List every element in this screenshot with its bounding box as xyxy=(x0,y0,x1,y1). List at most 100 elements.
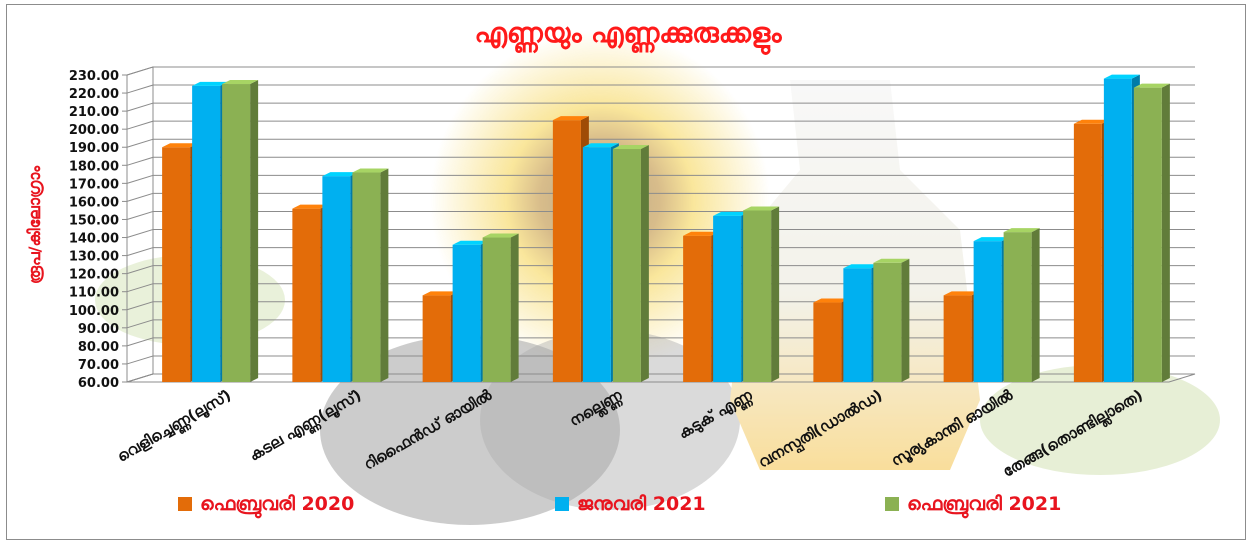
legend-swatch-0 xyxy=(178,497,192,511)
bar-top xyxy=(452,240,489,245)
bar-6-2 xyxy=(1003,228,1040,382)
bar-front xyxy=(352,172,381,382)
bar-top xyxy=(482,233,519,238)
legend-label-0: ഫെബ്രുവരി 2020 xyxy=(200,493,354,519)
bar-side xyxy=(250,80,259,382)
gridline xyxy=(126,84,1195,94)
bar-top xyxy=(422,291,459,296)
bar-side xyxy=(771,206,780,382)
bar-front xyxy=(162,147,191,382)
bar-front xyxy=(422,295,451,382)
bar-top xyxy=(352,168,389,173)
bar-4-2 xyxy=(743,206,780,382)
legend-label-1: ജനുവരി 2021 xyxy=(577,493,706,515)
y-tick-label: 80.00 xyxy=(78,340,119,355)
bar-front xyxy=(482,237,511,382)
y-tick-label: 70.00 xyxy=(78,358,119,373)
bar-front xyxy=(1133,87,1162,382)
y-tick-label: 180.00 xyxy=(69,159,119,174)
y-tick-label: 230.00 xyxy=(69,69,119,84)
bar-3-2 xyxy=(612,145,649,382)
bar-front xyxy=(1073,123,1102,383)
bar-front xyxy=(683,235,712,382)
bar-front xyxy=(1103,78,1132,383)
y-tick-label: 200.00 xyxy=(69,123,119,138)
bar-top xyxy=(813,298,850,303)
bar-2-2 xyxy=(482,233,519,382)
bar-5-0 xyxy=(813,298,850,382)
bar-side xyxy=(1161,83,1170,382)
gridline xyxy=(126,102,1195,112)
legend-swatch-1 xyxy=(555,497,569,511)
bar-front xyxy=(713,215,742,382)
gridline xyxy=(126,66,1195,76)
bar-front xyxy=(612,149,641,382)
category-label-0: വെളിച്ചെണ്ണ(ലൂസ്) xyxy=(114,386,236,469)
y-tick-label: 120.00 xyxy=(69,268,119,283)
gridline xyxy=(126,265,1195,275)
bar-side xyxy=(380,168,389,382)
y-tick-label: 210.00 xyxy=(69,105,119,120)
bar-front xyxy=(873,262,902,382)
legend-swatch-2 xyxy=(885,497,899,511)
y-tick-label: 150.00 xyxy=(69,213,119,228)
bar-top xyxy=(683,231,720,236)
bar-1-2 xyxy=(352,168,389,382)
bar-top xyxy=(973,237,1010,242)
y-axis-label: രൂപ/കിലോഗ്രാം xyxy=(25,165,45,284)
bar-top xyxy=(192,81,229,86)
bar-top xyxy=(713,211,750,216)
y-tick-label: 170.00 xyxy=(69,177,119,192)
bar-front xyxy=(813,302,842,382)
y-tick-label: 140.00 xyxy=(69,232,119,247)
bar-top xyxy=(943,291,980,296)
bar-top xyxy=(582,143,619,148)
bar-side xyxy=(901,258,910,382)
bar-top xyxy=(873,258,910,263)
bar-front xyxy=(452,244,481,382)
bar-top xyxy=(1103,74,1140,79)
y-tick-label: 220.00 xyxy=(69,87,119,102)
y-tick-label: 160.00 xyxy=(69,195,119,210)
bar-front xyxy=(743,210,772,382)
bar-5-2 xyxy=(873,258,910,382)
bar-front xyxy=(322,176,351,382)
bar-top xyxy=(552,116,589,121)
gridline xyxy=(126,174,1195,184)
bar-top xyxy=(322,172,359,177)
bar-0-2 xyxy=(222,80,259,382)
bar-side xyxy=(640,145,649,382)
y-tick-label: 60.00 xyxy=(78,376,119,391)
bar-top xyxy=(162,143,199,148)
gridline xyxy=(126,156,1195,166)
y-tick-label: 90.00 xyxy=(78,322,119,337)
gridline xyxy=(126,247,1195,257)
bar-side xyxy=(1031,228,1040,382)
y-tick-label: 110.00 xyxy=(69,286,119,301)
bar-front xyxy=(192,85,221,382)
bar-top xyxy=(612,145,649,150)
gridline xyxy=(126,120,1195,130)
bar-front xyxy=(552,120,581,382)
bar-front xyxy=(943,295,972,382)
y-tick-label: 130.00 xyxy=(69,250,119,265)
y-tick-label: 190.00 xyxy=(69,141,119,156)
bar-top xyxy=(743,206,780,211)
bar-top xyxy=(1073,119,1110,124)
bar-side xyxy=(510,233,519,382)
bar-front xyxy=(222,84,251,382)
bar-7-2 xyxy=(1133,83,1170,382)
legend-label-2: ഫെബ്രുവരി 2021 xyxy=(907,493,1061,519)
gridline xyxy=(126,138,1195,148)
y-tick-label: 100.00 xyxy=(69,304,119,319)
bar-top xyxy=(843,264,880,269)
gridline xyxy=(126,229,1195,239)
bar-front xyxy=(1003,232,1032,382)
bar-front xyxy=(582,147,611,382)
bar-top xyxy=(222,80,259,85)
bar-front xyxy=(292,208,321,382)
legend: ഫെബ്രുവരി 2020 ജനുവരി 2021 ഫെബ്രുവരി 2021 xyxy=(178,493,1061,519)
gridline xyxy=(126,210,1195,220)
bar-top xyxy=(1133,83,1170,88)
